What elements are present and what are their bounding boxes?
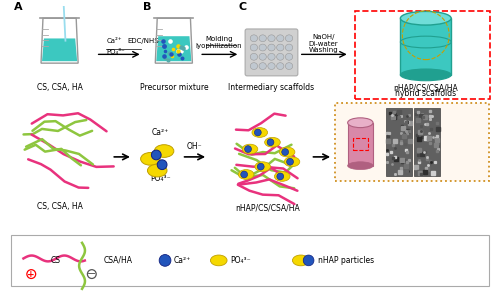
Ellipse shape: [280, 147, 295, 157]
Ellipse shape: [242, 144, 258, 154]
Ellipse shape: [277, 173, 283, 180]
Ellipse shape: [276, 53, 284, 60]
Ellipse shape: [244, 146, 252, 153]
Text: hybrid scaffolds: hybrid scaffolds: [395, 89, 456, 98]
Ellipse shape: [268, 53, 275, 60]
Text: B: B: [142, 2, 151, 12]
Ellipse shape: [286, 35, 292, 42]
Polygon shape: [42, 38, 77, 61]
Ellipse shape: [276, 63, 284, 70]
Text: Ca²⁺: Ca²⁺: [174, 256, 191, 265]
Ellipse shape: [284, 157, 300, 167]
Text: nHAP/CS/CSA/HA: nHAP/CS/CSA/HA: [235, 204, 300, 213]
Bar: [11, 235, 489, 286]
Text: Intermediary scaffolds: Intermediary scaffolds: [228, 83, 314, 91]
Bar: [414, 108, 440, 176]
Ellipse shape: [348, 162, 373, 170]
Ellipse shape: [276, 44, 284, 51]
Ellipse shape: [276, 35, 284, 42]
Text: Ca²⁺: Ca²⁺: [152, 128, 169, 137]
Ellipse shape: [210, 255, 227, 266]
Ellipse shape: [267, 139, 274, 146]
Bar: [352, 138, 368, 150]
Ellipse shape: [286, 158, 294, 165]
Ellipse shape: [400, 36, 451, 48]
Text: PO₄³⁻: PO₄³⁻: [230, 256, 251, 265]
Ellipse shape: [292, 255, 309, 266]
Ellipse shape: [157, 160, 167, 170]
Ellipse shape: [258, 163, 264, 170]
Text: +: +: [28, 270, 35, 278]
Ellipse shape: [140, 153, 160, 165]
Ellipse shape: [286, 63, 292, 70]
Text: CSA/HA: CSA/HA: [104, 256, 132, 265]
Ellipse shape: [255, 162, 270, 172]
Ellipse shape: [250, 44, 258, 51]
Text: Precursor mixture: Precursor mixture: [140, 83, 208, 91]
Ellipse shape: [259, 53, 266, 60]
Ellipse shape: [268, 63, 275, 70]
Ellipse shape: [238, 170, 254, 179]
Ellipse shape: [250, 35, 258, 42]
Ellipse shape: [250, 53, 258, 60]
Ellipse shape: [286, 53, 292, 60]
Ellipse shape: [274, 172, 290, 181]
Bar: [335, 103, 489, 181]
Bar: [348, 123, 373, 166]
Text: −: −: [87, 269, 97, 279]
Ellipse shape: [400, 12, 451, 25]
Ellipse shape: [148, 164, 167, 177]
Text: A: A: [14, 2, 22, 12]
Bar: [386, 108, 412, 176]
Ellipse shape: [159, 255, 171, 266]
Text: PO₄³⁻: PO₄³⁻: [150, 174, 171, 183]
Ellipse shape: [286, 44, 292, 51]
Text: CS, CSA, HA: CS, CSA, HA: [36, 83, 82, 91]
Ellipse shape: [303, 255, 314, 266]
Text: Di-water: Di-water: [308, 41, 338, 47]
Text: C: C: [238, 2, 246, 12]
Polygon shape: [156, 36, 192, 61]
Ellipse shape: [152, 150, 161, 160]
Text: EDC/NHS: EDC/NHS: [127, 38, 158, 44]
Ellipse shape: [282, 149, 288, 155]
Ellipse shape: [264, 137, 280, 147]
Text: Washing: Washing: [308, 47, 338, 53]
Text: Ca²⁺: Ca²⁺: [106, 38, 122, 44]
Ellipse shape: [268, 44, 275, 51]
Ellipse shape: [259, 35, 266, 42]
FancyBboxPatch shape: [245, 29, 298, 76]
Bar: [356, 12, 490, 99]
Ellipse shape: [254, 129, 261, 136]
Text: PO₄³⁻: PO₄³⁻: [106, 49, 125, 55]
Text: nHAP/CS/CSA/HA: nHAP/CS/CSA/HA: [394, 83, 458, 93]
Text: OH⁻: OH⁻: [186, 142, 202, 151]
Bar: [400, 18, 451, 75]
Ellipse shape: [250, 63, 258, 70]
Ellipse shape: [259, 63, 266, 70]
Ellipse shape: [348, 118, 373, 128]
Text: lyophilization: lyophilization: [196, 42, 242, 49]
Ellipse shape: [400, 69, 451, 81]
Text: NaOH/: NaOH/: [312, 34, 334, 40]
Text: Molding: Molding: [205, 36, 233, 42]
Text: nHAP particles: nHAP particles: [318, 256, 374, 265]
Text: CS, CSA, HA: CS, CSA, HA: [36, 202, 82, 211]
Ellipse shape: [268, 35, 275, 42]
Ellipse shape: [259, 44, 266, 51]
Ellipse shape: [154, 145, 174, 158]
Ellipse shape: [252, 128, 268, 137]
Ellipse shape: [240, 171, 248, 178]
Text: CS: CS: [51, 256, 61, 265]
